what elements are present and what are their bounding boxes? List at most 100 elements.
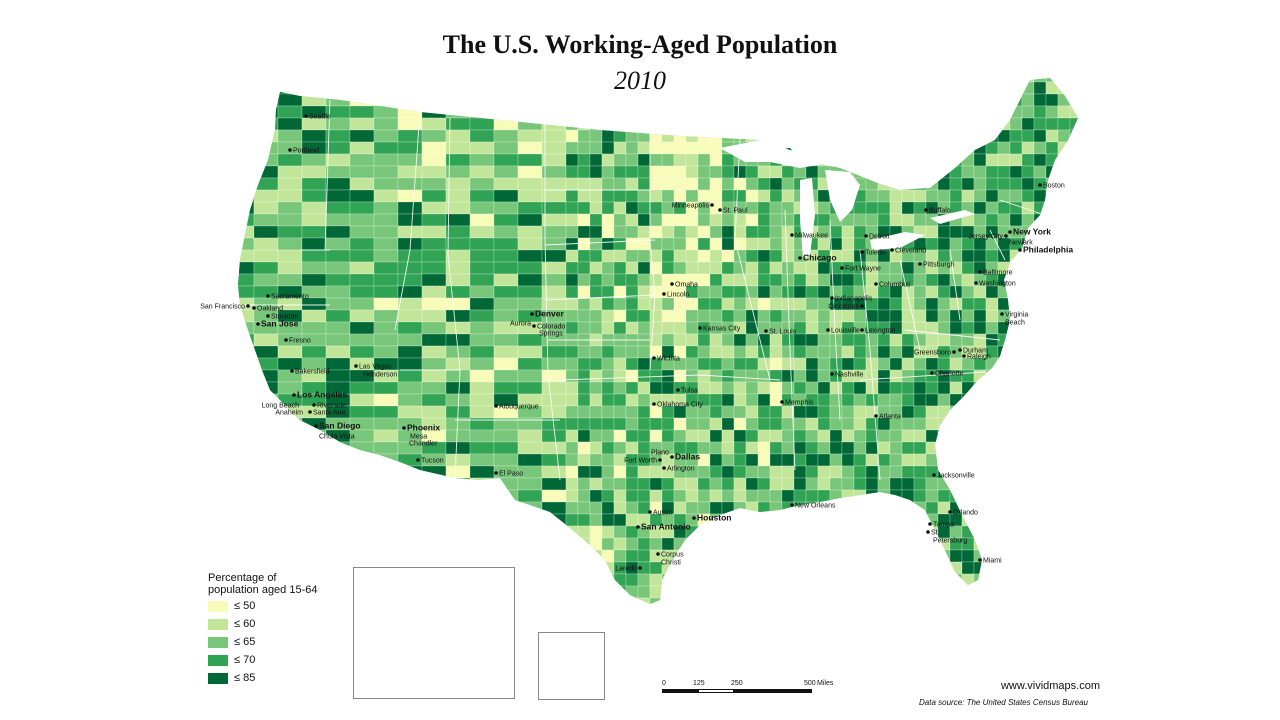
city-label: Jacksonville (937, 473, 975, 480)
county-cell (1009, 105, 1023, 119)
county-cell (238, 213, 255, 227)
county-cell (421, 333, 447, 347)
county-cell (613, 189, 627, 203)
county-cell (1069, 153, 1078, 167)
city-label: Greensboro (914, 350, 951, 357)
city-dot (860, 328, 864, 332)
county-cell (1021, 369, 1035, 383)
county-cell (877, 549, 891, 563)
county-cell (625, 405, 639, 419)
county-cell (1069, 597, 1078, 604)
county-cell (805, 597, 819, 604)
county-cell (565, 597, 579, 604)
county-cell (829, 357, 843, 371)
county-cell (937, 189, 951, 203)
county-cell (373, 381, 399, 395)
county-cell (853, 453, 867, 467)
county-cell (601, 93, 615, 107)
county-cell (685, 309, 699, 323)
county-cell (937, 573, 951, 587)
city-dot (304, 114, 308, 118)
county-cell (517, 225, 543, 239)
county-cell (925, 117, 939, 131)
county-cell (673, 117, 687, 131)
city-dot (532, 324, 536, 328)
county-cell (1033, 357, 1047, 371)
city-dot (978, 270, 982, 274)
county-cell (325, 201, 351, 215)
county-cell (541, 141, 567, 155)
county-cell (445, 381, 471, 395)
county-cell (1069, 429, 1078, 443)
county-cell (1082, 190, 1094, 202)
county-cell (649, 225, 663, 239)
county-cell (613, 393, 627, 407)
county-cell (901, 513, 915, 527)
city-label: Cleveland (895, 248, 926, 255)
county-cell (877, 429, 891, 443)
county-cell (397, 381, 423, 395)
city-dot (530, 312, 534, 316)
county-cell (565, 249, 579, 263)
county-cell (1069, 141, 1078, 155)
county-cell (961, 393, 975, 407)
county-cell (613, 273, 627, 287)
county-cell (1045, 549, 1059, 563)
county-cell (421, 165, 447, 179)
county-cell (817, 321, 831, 335)
county-cell (469, 393, 495, 407)
county-cell (1082, 514, 1094, 526)
county-cell (721, 585, 735, 599)
county-cell (373, 405, 399, 419)
county-cell (853, 501, 867, 515)
hawaii-inset-frame (538, 632, 605, 700)
county-cell (721, 153, 735, 167)
county-cell (565, 78, 579, 83)
county-cell (493, 261, 519, 275)
city-dot (1000, 312, 1004, 316)
city-label: Lincoln (667, 292, 689, 299)
county-cell (709, 429, 723, 443)
county-cell (949, 477, 963, 491)
county-cell (301, 489, 327, 503)
county-cell (238, 141, 255, 155)
county-cell (637, 213, 651, 227)
county-cell (1045, 201, 1059, 215)
county-cell (445, 477, 471, 491)
county-cell (541, 165, 567, 179)
county-cell (997, 213, 1011, 227)
county-cell (1069, 78, 1078, 83)
county-cell (421, 225, 447, 239)
county-cell (469, 357, 495, 371)
county-cell (1021, 297, 1035, 311)
county-cell (829, 561, 843, 575)
county-cell (613, 345, 627, 359)
county-cell (325, 549, 351, 563)
county-cell (913, 453, 927, 467)
county-cell (238, 165, 255, 179)
county-cell (325, 345, 351, 359)
county-cell (517, 525, 543, 539)
county-cell (757, 117, 771, 131)
county-cell (613, 249, 627, 263)
county-cell (1033, 297, 1047, 311)
county-cell (961, 81, 975, 95)
county-cell (469, 201, 495, 215)
county-cell (1082, 526, 1094, 538)
county-cell (1045, 153, 1059, 167)
county-cell (469, 465, 495, 479)
county-cell (649, 213, 663, 227)
county-cell (625, 225, 639, 239)
county-cell (577, 417, 591, 431)
county-cell (1057, 429, 1071, 443)
county-cell (745, 405, 759, 419)
county-cell (685, 357, 699, 371)
county-cell (517, 489, 543, 503)
county-cell (865, 189, 879, 203)
county-cell (469, 117, 495, 131)
county-cell (1057, 129, 1071, 143)
county-cell (745, 165, 759, 179)
county-cell (745, 549, 759, 563)
county-cell (301, 213, 327, 227)
county-cell (253, 357, 279, 371)
